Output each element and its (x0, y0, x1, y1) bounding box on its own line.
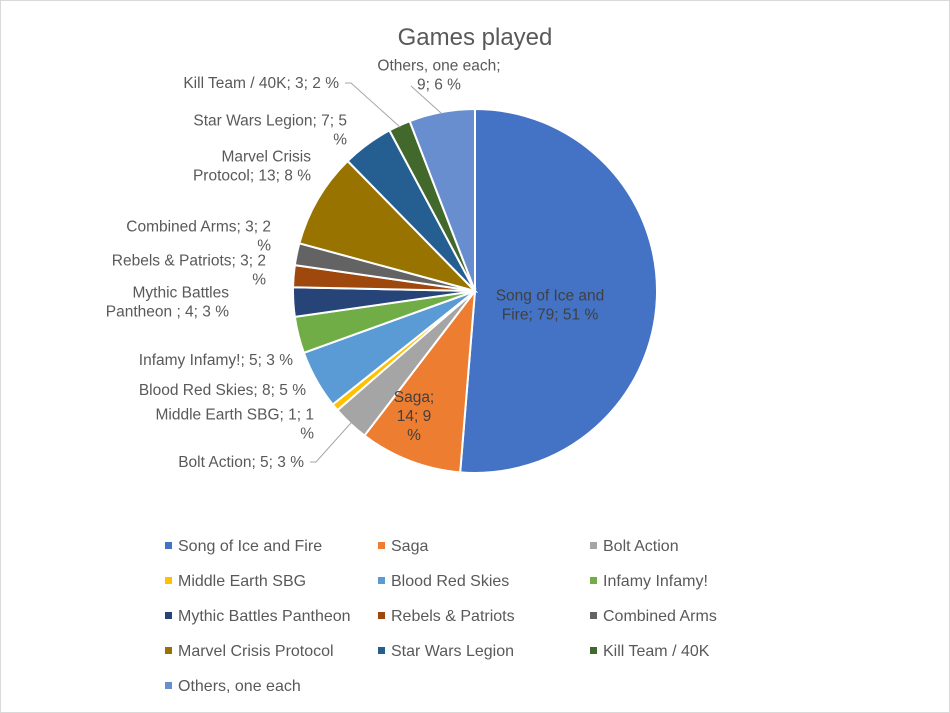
legend-item-others-one-each: Others, one each (165, 678, 301, 695)
legend-item-middle-earth-sbg: Middle Earth SBG (165, 573, 306, 590)
legend-swatch-saga (378, 542, 385, 549)
data-label-song-of-ice-and-fire: Song of Ice and Fire; 79; 51 % (496, 288, 605, 324)
legend-swatch-infamy-infamy (590, 577, 597, 584)
legend-swatch-rebels-patriots (378, 612, 385, 619)
legend-item-blood-red-skies: Blood Red Skies (378, 573, 509, 590)
pie-slice-marvel-crisis-protocol (298, 159, 479, 293)
data-label-marvel-crisis-protocol: Marvel Crisis Protocol; 13; 8 % (193, 149, 311, 185)
data-label-rebels-patriots: Rebels & Patriots; 3; 2% (112, 253, 266, 289)
chart-title: Games played (398, 24, 553, 51)
legend-item-saga: Saga (378, 538, 428, 555)
legend: Song of Ice and Fire Saga Bolt Action Middl… (165, 538, 717, 695)
legend-swatch-marvel-crisis-protocol (165, 647, 172, 654)
legend-label-mythic-battles-pantheon: Mythic Battles Pantheon (178, 608, 351, 625)
legend-label-combined-arms: Combined Arms (603, 608, 717, 625)
legend-swatch-kill-team-40k (590, 647, 597, 654)
legend-label-kill-team-40k: Kill Team / 40K (603, 643, 710, 660)
leader-lines (310, 82, 443, 463)
pie-slice-song-of-ice-and-fire (459, 107, 658, 474)
legend-swatch-bolt-action (590, 542, 597, 549)
pie-slice-others-one-each (408, 107, 476, 292)
pie-slices (292, 107, 658, 474)
legend-item-song-of-ice-and-fire: Song of Ice and Fire (165, 538, 322, 555)
legend-label-song-of-ice-and-fire: Song of Ice and Fire (178, 538, 322, 555)
legend-item-infamy-infamy: Infamy Infamy! (590, 573, 708, 590)
legend-swatch-others-one-each (165, 682, 172, 689)
legend-item-mythic-battles-pantheon: Mythic Battles Pantheon (165, 608, 351, 625)
legend-label-star-wars-legion: Star Wars Legion (391, 643, 514, 660)
legend-label-infamy-infamy: Infamy Infamy! (603, 573, 708, 590)
legend-label-bolt-action: Bolt Action (603, 538, 679, 555)
legend-label-saga: Saga (391, 538, 428, 555)
legend-label-blood-red-skies: Blood Red Skies (391, 573, 509, 590)
data-label-kill-team-40k: Kill Team / 40K; 3; 2 % (183, 75, 339, 92)
legend-swatch-star-wars-legion (378, 647, 385, 654)
legend-swatch-blood-red-skies (378, 577, 385, 584)
data-label-star-wars-legion: Star Wars Legion; 7; 5% (193, 113, 347, 149)
legend-swatch-combined-arms (590, 612, 597, 619)
data-labels: Song of Ice and Fire; 79; 51 % Saga; 14; 9%… (106, 58, 605, 472)
legend-item-kill-team-40k: Kill Team / 40K (590, 643, 710, 660)
legend-item-marvel-crisis-protocol: Marvel Crisis Protocol (165, 643, 334, 660)
pie-slice-saga (363, 287, 477, 474)
leader-line-others-one-each (410, 85, 443, 115)
data-label-mythic-battles-pantheon: Mythic Battles Pantheon ; 4; 3 % (106, 285, 229, 321)
data-label-blood-red-skies: Blood Red Skies; 8; 5 % (139, 382, 306, 399)
data-label-combined-arms: Combined Arms; 3; 2% (126, 219, 271, 255)
leader-line-kill-team-40k (345, 82, 401, 128)
legend-label-rebels-patriots: Rebels & Patriots (391, 608, 515, 625)
legend-label-others-one-each: Others, one each (178, 678, 301, 695)
legend-swatch-mythic-battles-pantheon (165, 612, 172, 619)
data-label-bolt-action: Bolt Action; 5; 3 % (178, 454, 304, 471)
legend-swatch-middle-earth-sbg (165, 577, 172, 584)
legend-item-combined-arms: Combined Arms (590, 608, 717, 625)
data-label-saga: Saga; 14; 9% (394, 389, 435, 444)
leader-line-bolt-action (310, 421, 353, 463)
data-label-middle-earth-sbg: Middle Earth SBG; 1; 1% (155, 407, 314, 443)
legend-item-bolt-action: Bolt Action (590, 538, 679, 555)
legend-swatch-song-of-ice-and-fire (165, 542, 172, 549)
legend-item-star-wars-legion: Star Wars Legion (378, 643, 514, 660)
legend-label-marvel-crisis-protocol: Marvel Crisis Protocol (178, 643, 334, 660)
legend-label-middle-earth-sbg: Middle Earth SBG (178, 573, 306, 590)
data-label-others-one-each: Others, one each; 9; 6 % (377, 58, 500, 94)
data-label-infamy-infamy: Infamy Infamy!; 5; 3 % (139, 352, 293, 369)
legend-item-rebels-patriots: Rebels & Patriots (378, 608, 515, 625)
